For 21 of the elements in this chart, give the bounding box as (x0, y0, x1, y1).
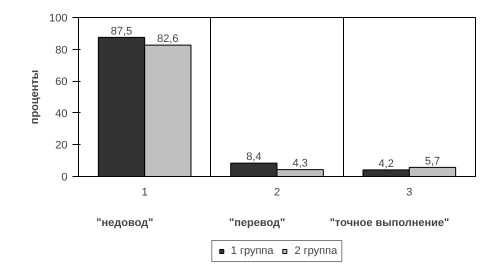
data-label: 8,4 (246, 151, 262, 164)
data-label: 4,2 (378, 158, 394, 170)
text: "перевод" (229, 216, 286, 229)
text: "недовод" (96, 216, 154, 229)
y-tick-label: 100 (49, 12, 68, 24)
x-tick-label: 3 (406, 186, 412, 198)
y-tick-label: 0 (61, 172, 68, 184)
y-tick-label: 40 (55, 108, 68, 120)
y-axis-title: проценты (29, 70, 42, 124)
x-tick-label: 1 (142, 186, 148, 198)
y-tick-label: 60 (55, 76, 68, 88)
x-tick-label: 2 (274, 186, 280, 198)
data-label: 4,3 (292, 158, 308, 170)
legend-label: 2 группа (294, 245, 338, 257)
text: "точное выполнение" (330, 216, 450, 229)
data-label: 87,5 (110, 25, 132, 38)
legend-label: 1 группа (230, 245, 274, 257)
y-tick-label: 80 (55, 44, 68, 56)
data-label: 82,6 (157, 33, 179, 46)
y-tick-label: 20 (55, 140, 68, 152)
data-label: 5,7 (424, 155, 440, 168)
